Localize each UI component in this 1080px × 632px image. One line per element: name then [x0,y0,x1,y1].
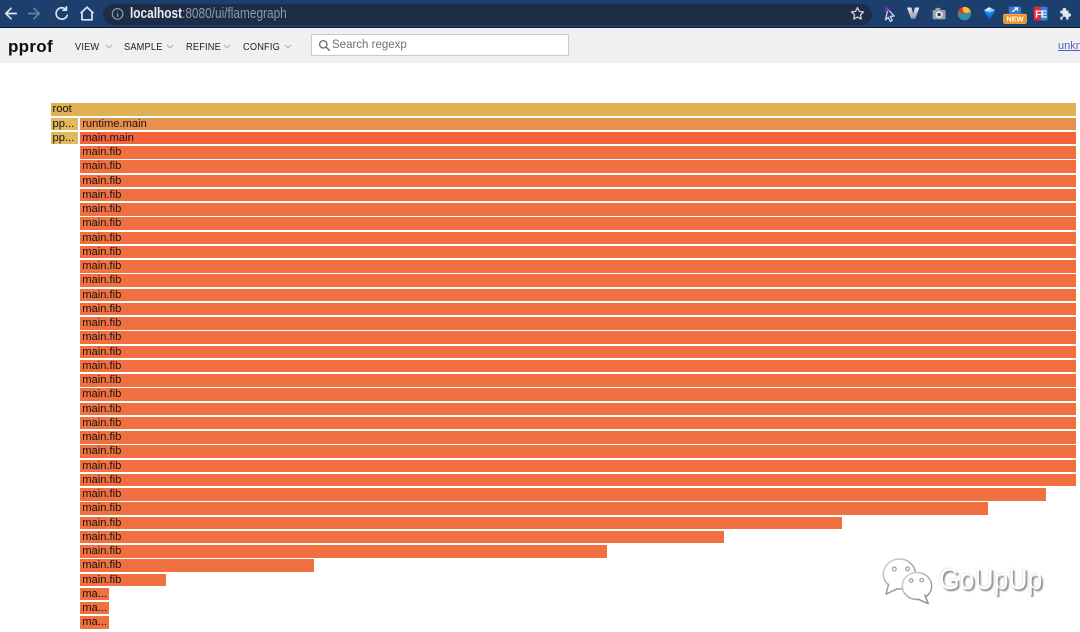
svg-text:F: F [1035,9,1041,20]
svg-text:NEW: NEW [1006,15,1023,24]
svg-text:E: E [1041,9,1048,20]
